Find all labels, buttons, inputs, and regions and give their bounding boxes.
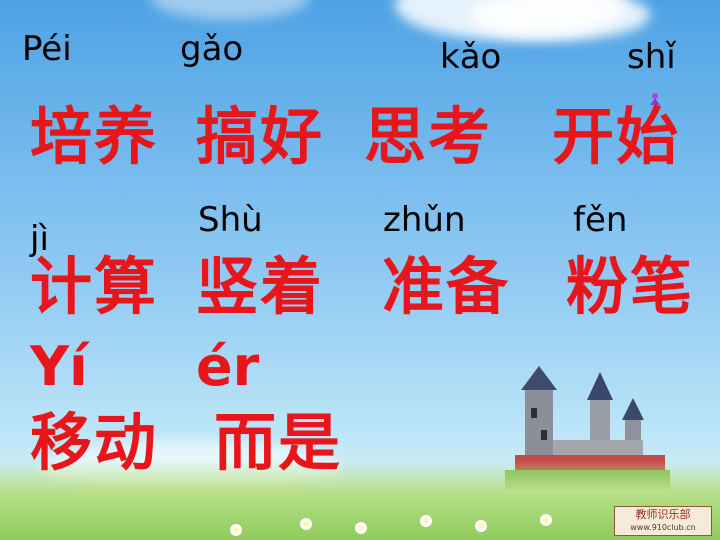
pinyin-fen: fěn: [573, 200, 628, 240]
word-ershi: 而是: [214, 406, 343, 479]
word-shuzhe: 竖着: [196, 250, 325, 323]
pinyin-shu: Shù: [198, 200, 263, 240]
pinyin-yi: Yí: [30, 335, 88, 398]
flower: [230, 524, 242, 536]
pinyin-shi: shǐ: [627, 37, 676, 77]
word-jisuan: 计算: [30, 250, 159, 323]
word-sikao: 思考: [364, 100, 493, 173]
word-gaohao: 搞好: [196, 100, 325, 173]
watermark-stamp: 教师识乐部 www.910club.cn: [614, 506, 712, 536]
pinyin-gao: gǎo: [180, 29, 244, 69]
pinyin-ji: jì: [30, 219, 49, 259]
pinyin-kao: kǎo: [440, 37, 502, 77]
flower: [420, 515, 432, 527]
flower: [355, 522, 367, 534]
flower: [475, 520, 487, 532]
flower: [540, 514, 552, 526]
word-kaishi: 开始: [552, 100, 681, 173]
watermark-title: 教师识乐部: [635, 508, 691, 521]
pinyin-zhun: zhǔn: [383, 200, 466, 240]
flower: [300, 518, 312, 530]
pinyin-pei: Péi: [22, 29, 72, 69]
word-peiyang: 培养: [30, 100, 159, 173]
cloud: [470, 0, 650, 40]
cloud: [150, 0, 310, 20]
word-fenbi: 粉笔: [566, 250, 695, 323]
pinyin-er: ér: [196, 335, 260, 398]
fairy-icon: [650, 93, 660, 105]
word-yidong: 移动: [30, 406, 159, 479]
watermark-url: www.910club.cn: [630, 523, 696, 532]
word-zhunbei: 准备: [382, 250, 511, 323]
